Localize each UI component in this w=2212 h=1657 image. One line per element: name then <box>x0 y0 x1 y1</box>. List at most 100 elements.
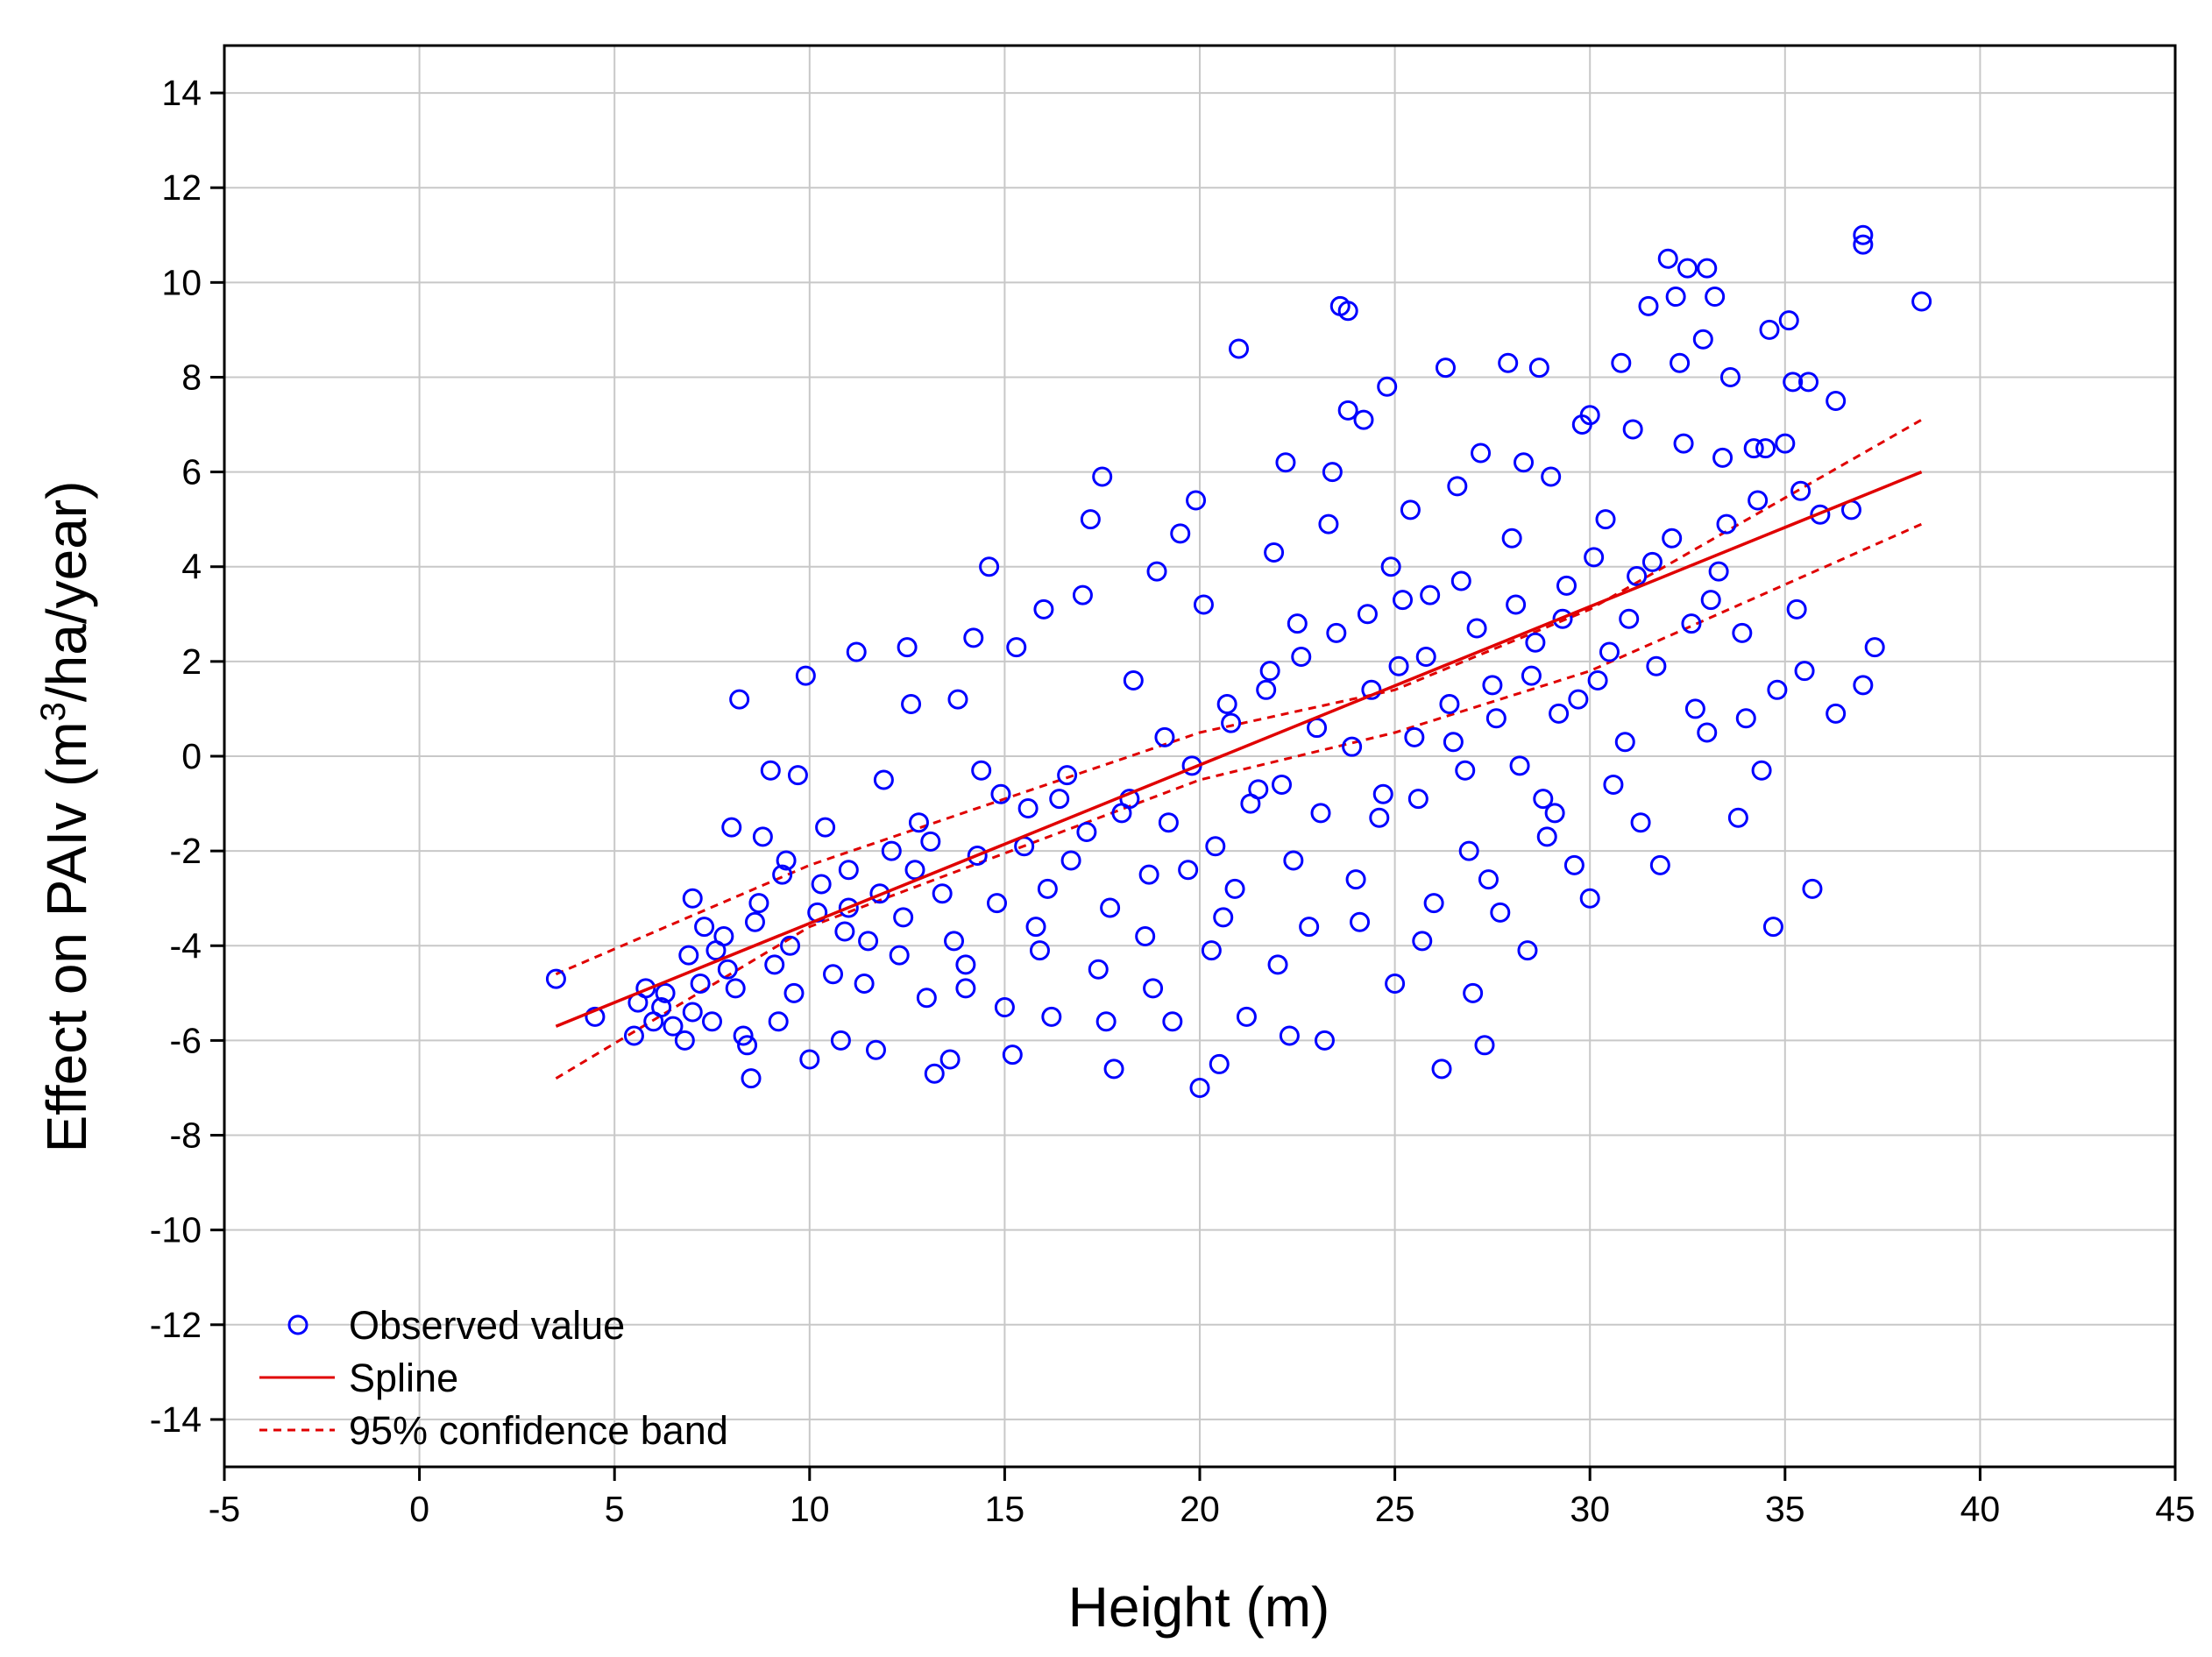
observed-point <box>1388 655 1409 676</box>
observed-point <box>545 968 566 989</box>
observed-point <box>1033 598 1054 620</box>
grid <box>224 46 2175 1467</box>
y-axis-title-superscript: 3 <box>34 702 73 721</box>
observed-point <box>1310 803 1331 824</box>
observed-point <box>963 627 984 648</box>
observed-point <box>1826 703 1847 724</box>
observed-point <box>795 665 816 686</box>
x-tick-label: 20 <box>1180 1489 1220 1529</box>
observed-point <box>1236 1006 1257 1027</box>
observed-point <box>1735 708 1756 729</box>
observed-point <box>971 760 992 781</box>
observed-point <box>1649 854 1670 875</box>
observed-point <box>889 945 910 966</box>
observed-point <box>916 988 937 1009</box>
observed-point <box>1423 893 1444 914</box>
y-tick-label: 2 <box>181 641 202 682</box>
x-tick-label: 35 <box>1765 1489 1805 1529</box>
observed-point <box>1911 291 1932 312</box>
confidence-band-upper <box>555 418 1923 976</box>
observed-point <box>1641 551 1663 572</box>
observed-point <box>1599 641 1620 662</box>
observed-point <box>1275 452 1296 473</box>
y-tick-label: -8 <box>170 1115 202 1156</box>
observed-point <box>1213 907 1234 928</box>
observed-point <box>1622 419 1643 440</box>
y-tick-label: 12 <box>161 167 202 208</box>
observed-point <box>1673 433 1694 454</box>
observed-point <box>1485 708 1507 729</box>
observed-point <box>1751 760 1772 781</box>
observed-point <box>768 1011 789 1032</box>
observed-point <box>1154 726 1175 747</box>
spline-line <box>555 470 1923 1028</box>
observed-point <box>846 641 867 662</box>
observed-point <box>1614 732 1635 753</box>
observed-point <box>1767 679 1788 700</box>
observed-point <box>932 883 953 904</box>
observed-point <box>1443 732 1464 753</box>
observed-point <box>1762 917 1783 938</box>
y-axis-title-main: Effect on PAIv (m <box>35 721 98 1152</box>
observed-point <box>651 997 672 1018</box>
observed-point <box>1337 400 1358 421</box>
y-tick-label: 4 <box>181 547 202 587</box>
observed-point <box>1786 598 1807 620</box>
observed-point <box>1447 476 1468 497</box>
observed-point <box>939 1049 961 1070</box>
observed-point <box>623 1025 644 1046</box>
y-tick-label: 0 <box>181 736 202 776</box>
observed-point <box>1727 807 1748 828</box>
observed-point <box>1025 917 1046 938</box>
observed-point <box>1076 822 1097 843</box>
observed-point <box>1385 974 1406 995</box>
observed-point <box>1611 352 1632 373</box>
spline-line-group <box>555 470 1923 1028</box>
observed-point <box>1579 405 1600 426</box>
observed-point <box>1291 646 1312 667</box>
observed-point <box>1528 358 1549 379</box>
observed-point <box>811 874 832 895</box>
observed-point <box>1677 258 1698 279</box>
observed-point <box>678 945 699 966</box>
observed-point <box>1630 812 1651 833</box>
observed-point <box>1638 295 1659 316</box>
observed-point <box>1135 925 1156 946</box>
observed-point <box>897 637 918 658</box>
y-tick-label: -14 <box>150 1399 202 1440</box>
observed-point <box>1189 1077 1210 1098</box>
observed-point <box>1006 637 1027 658</box>
observed-point <box>1271 774 1292 795</box>
y-tick-label: -2 <box>170 831 202 871</box>
observed-point <box>1697 258 1718 279</box>
observed-point <box>772 864 793 885</box>
y-tick-label: -6 <box>170 1020 202 1060</box>
y-tick-label: 6 <box>181 452 202 492</box>
observed-point <box>1162 1011 1183 1032</box>
observed-point <box>780 935 801 956</box>
observed-point <box>1119 789 1140 810</box>
observed-point <box>1458 840 1479 861</box>
observed-point <box>1095 1011 1117 1032</box>
observed-point <box>1240 793 1261 814</box>
observed-point <box>1415 646 1436 667</box>
observed-point <box>1490 902 1511 923</box>
observed-point <box>1810 504 1831 525</box>
observed-point <box>1684 698 1705 719</box>
observed-point <box>823 964 844 985</box>
observed-point <box>1224 878 1245 899</box>
observed-point <box>1146 561 1167 582</box>
observed-point <box>1037 878 1058 899</box>
observed-point <box>1716 513 1737 535</box>
observed-point <box>1450 570 1471 591</box>
observed-point <box>1826 391 1847 411</box>
observed-point <box>865 1039 886 1060</box>
observed-point <box>1103 1059 1124 1080</box>
y-tick-label: 10 <box>161 262 202 302</box>
observed-point <box>1549 703 1570 724</box>
observed-point <box>1060 850 1081 871</box>
observed-point <box>1657 248 1678 269</box>
x-tick-label: 45 <box>2155 1489 2195 1529</box>
observed-point <box>721 817 742 838</box>
